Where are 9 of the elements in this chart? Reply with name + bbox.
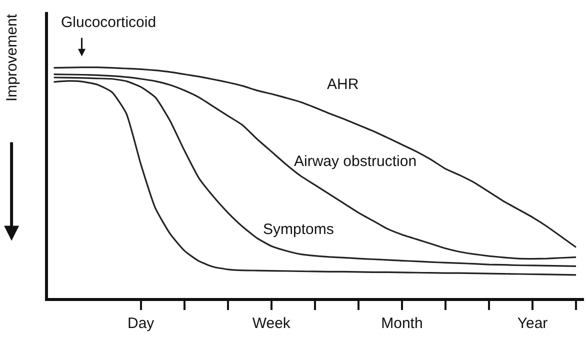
y-axis-title: Improvement [4,13,21,102]
x-tick-label: Week [252,315,291,332]
series-label: Symptoms [263,221,334,238]
series-label: AHR [327,76,359,93]
x-tick-label: Day [127,315,155,332]
text: Glucocorticoid [61,14,156,31]
x-tick-label: Year [517,315,548,332]
series-label: Airway obstruction [294,153,417,170]
x-tick-label: Month [381,315,423,332]
